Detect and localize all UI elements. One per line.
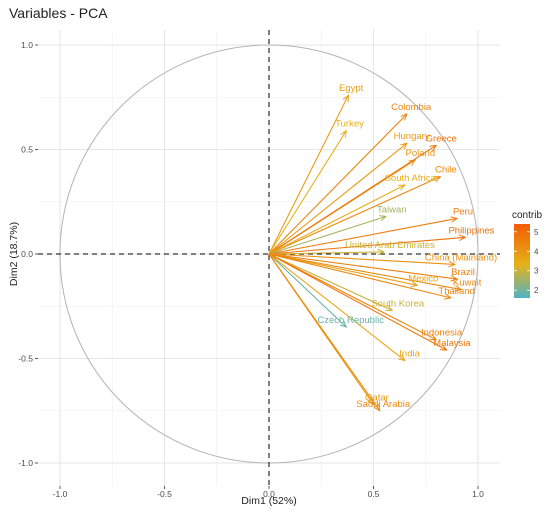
variable-arrow: [268, 131, 346, 255]
variable-label: India: [399, 349, 420, 360]
variable-arrow: [268, 253, 346, 327]
legend-colorbar: [514, 224, 530, 298]
legend-title: contrib: [512, 210, 542, 221]
y-axis-ticks: -1.0 -0.5 0.0 0.5 1.0: [18, 40, 38, 468]
variable-label: Czech Republic: [317, 315, 384, 326]
variable-arrow: [268, 253, 451, 298]
variable-arrow: [268, 143, 407, 255]
x-axis-label: Dim1 (52%): [241, 495, 296, 507]
variable-label: Qatar: [365, 392, 389, 403]
legend-tick-label: 5: [534, 228, 539, 237]
y-tick-label: -1.0: [18, 458, 33, 468]
variable-arrow: [268, 216, 386, 255]
variable-arrow: [268, 253, 392, 310]
zero-lines: [38, 30, 500, 486]
variable-arrow: [268, 114, 407, 255]
variable-label: Taiwan: [377, 204, 407, 215]
x-tick-label: 1.0: [472, 489, 484, 499]
variable-label: Mexico: [408, 273, 438, 284]
x-tick-label: 0.0: [263, 489, 275, 499]
variable-label: United Arab Emirates: [345, 240, 435, 251]
variable-arrow: [268, 253, 447, 350]
variable-arrow: [268, 253, 405, 361]
variable-label: Peru: [453, 206, 473, 217]
variable-label: Colombia: [391, 102, 432, 113]
legend-tick-label: 3: [534, 267, 539, 276]
variable-label: South Korea: [371, 298, 425, 309]
variable-arrow: [268, 185, 405, 255]
y-tick-label: 0.5: [21, 145, 33, 155]
variable-arrow: [268, 253, 455, 264]
variable-arrows: [268, 95, 465, 411]
variable-arrow: [268, 95, 348, 255]
variable-label: Egypt: [339, 83, 364, 94]
y-tick-label: 0.0: [21, 249, 33, 259]
legend-ticks: 5 4 3 2: [514, 228, 539, 295]
variable-label: Kuwait: [453, 278, 482, 289]
variable-label: China (Mainland): [425, 252, 497, 263]
variable-arrow: [268, 253, 380, 411]
variable-arrow: [268, 253, 457, 279]
variable-label: Chile: [435, 165, 457, 176]
variable-label: Indonesia: [421, 328, 463, 339]
variable-label: Hungary: [394, 131, 430, 142]
variable-label: South Africa: [385, 173, 437, 184]
variable-label: Poland: [406, 148, 436, 159]
variable-label: Thailand: [438, 286, 474, 297]
variable-label: Malaysia: [433, 338, 471, 349]
variable-arrow: [268, 218, 457, 255]
variable-label: Philippines: [448, 225, 494, 236]
legend-tick-label: 2: [534, 286, 539, 295]
x-tick-label: 0.5: [368, 489, 380, 499]
variable-label: Saudi Arabia: [356, 399, 411, 410]
variable-labels: Egypt Turkey Colombia Hungary Poland Greece Ch…: [317, 83, 497, 410]
variable-arrow: [268, 176, 440, 255]
variable-label: Greece: [426, 133, 457, 144]
y-axis-label: Dim2 (18.7%): [8, 222, 20, 286]
variable-label: Turkey: [335, 119, 364, 130]
variable-label: Brazil: [451, 267, 475, 278]
x-axis-ticks: -1.0 -0.5 0.0 0.5 1.0: [53, 486, 484, 499]
variable-arrow: [268, 237, 465, 255]
legend-tick-label: 4: [534, 247, 539, 256]
variable-arrow: [268, 253, 417, 285]
x-tick-label: -1.0: [53, 489, 68, 499]
variable-arrow: [268, 145, 436, 255]
x-tick-label: -0.5: [157, 489, 172, 499]
y-tick-label: -0.5: [18, 354, 33, 364]
variable-arrow: [268, 253, 436, 340]
variable-arrow: [268, 252, 384, 254]
variable-arrow: [268, 253, 461, 290]
legend: contrib 5 4 3 2: [512, 210, 542, 298]
chart-title: Variables - PCA: [9, 5, 108, 21]
y-tick-label: 1.0: [21, 40, 33, 50]
